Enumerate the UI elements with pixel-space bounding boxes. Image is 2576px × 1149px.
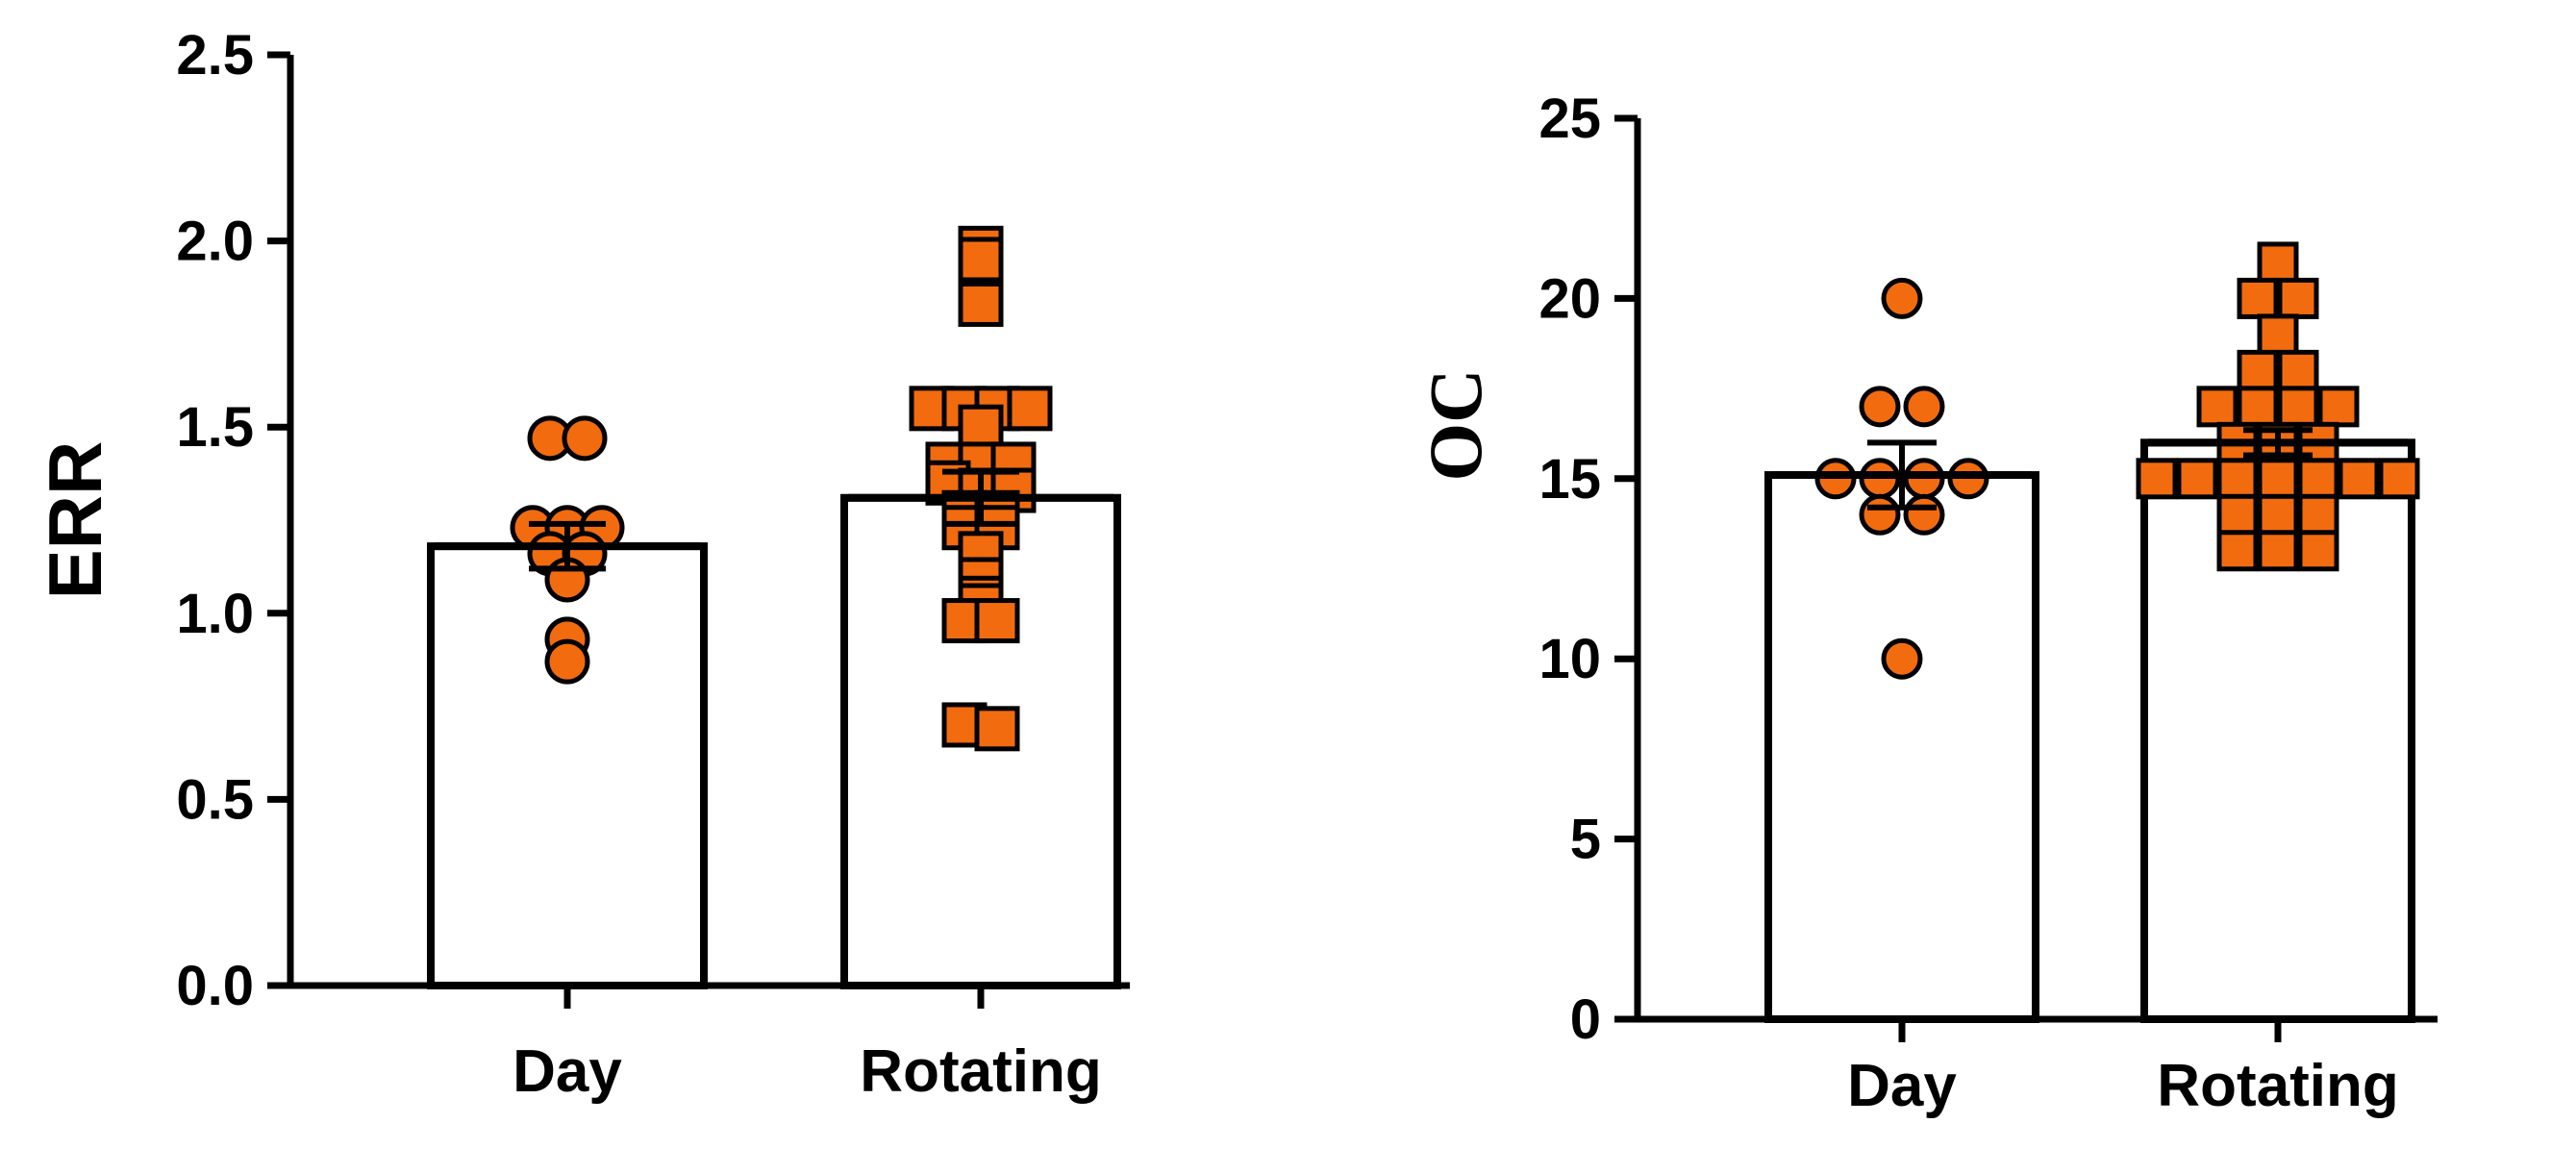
y-tick-label: 5 (1570, 809, 1601, 871)
data-point (2257, 530, 2299, 572)
data-point (2216, 458, 2259, 500)
data-point (2237, 277, 2279, 319)
data-point (2297, 493, 2339, 536)
data-point (2297, 458, 2339, 500)
data-point (1881, 277, 1923, 319)
data-point (1859, 493, 1901, 536)
data-point (2277, 277, 2319, 319)
data-point (2257, 313, 2299, 356)
data-point (2277, 349, 2319, 391)
data-point (958, 237, 1004, 283)
data-point (1903, 493, 1945, 536)
y-tick-label: 25 (1538, 87, 1601, 150)
data-point (2257, 493, 2299, 536)
data-point (958, 281, 1004, 327)
data-point (2277, 386, 2319, 428)
x-tick-label: Rotating (860, 1038, 1101, 1105)
y-tick-label: 1.0 (176, 583, 254, 645)
y-tick-label: 0.0 (176, 955, 254, 1017)
y-tick-label: 0.5 (176, 768, 254, 831)
err-chart: 0.0 0.5 1.0 1.5 2.0 2.5 ERR Day Rotating (33, 24, 1130, 1105)
data-point (562, 415, 608, 462)
y-tick-label: 0 (1570, 988, 1601, 1051)
y-tick-label: 10 (1538, 628, 1601, 690)
x-tick-label: Day (513, 1038, 622, 1105)
data-point (1859, 386, 1901, 428)
y-axis-label: ERR (33, 441, 117, 600)
data-point (2136, 458, 2178, 500)
x-tick-label: Day (1847, 1053, 1957, 1119)
data-point (2317, 386, 2360, 428)
data-point (2196, 386, 2238, 428)
data-point (2257, 458, 2299, 500)
data-point (2176, 458, 2218, 500)
data-point (2257, 241, 2299, 284)
bar-day (1764, 471, 2039, 1023)
data-point (2216, 530, 2259, 572)
data-point (974, 598, 1020, 644)
data-point (2338, 458, 2380, 500)
oc-chart: 0 5 10 15 20 25 OC Day Rotating (1413, 87, 2438, 1119)
y-tick-label: 15 (1538, 448, 1601, 511)
x-tick-label: Rotating (2157, 1053, 2398, 1119)
y-axis-label: OC (1413, 369, 1497, 482)
data-point (1007, 386, 1053, 432)
y-tick-label: 1.5 (176, 396, 254, 459)
data-point (1903, 386, 1945, 428)
bar-day (427, 542, 708, 989)
y-tick-label: 20 (1538, 267, 1601, 330)
data-point (2237, 349, 2279, 391)
y-tick-label: 2.0 (176, 211, 254, 273)
data-point (1881, 637, 1923, 680)
data-point (974, 706, 1020, 752)
data-point (544, 638, 590, 685)
data-point (2237, 386, 2279, 428)
data-point (2378, 458, 2420, 500)
data-point (2297, 530, 2339, 572)
data-point (2216, 493, 2259, 536)
y-tick-label: 2.5 (176, 24, 254, 87)
data-point (958, 404, 1004, 450)
